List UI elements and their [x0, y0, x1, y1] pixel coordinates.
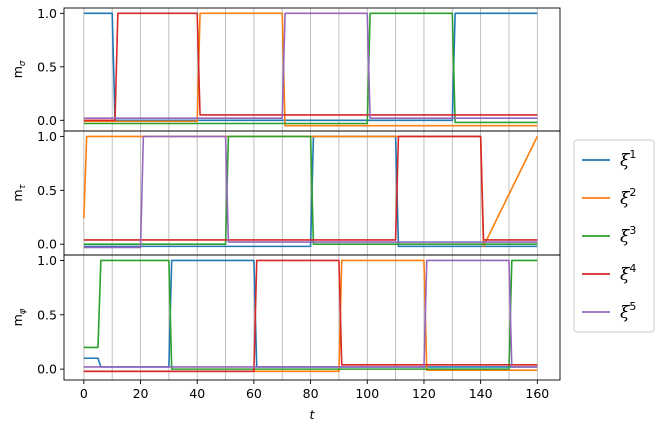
x-axis-label: t [310, 407, 316, 422]
series-line-xi5 [83, 12, 538, 119]
x-tick-label: 40 [189, 386, 205, 401]
legend-label: ξ5 [620, 300, 636, 323]
legend-label: ξ3 [620, 224, 636, 247]
legend-box [573, 139, 655, 333]
series-line-xi5 [83, 259, 538, 368]
y-axis-label: mφ [10, 308, 28, 326]
legend-label: ξ1 [620, 148, 636, 171]
legend-label: ξ2 [620, 186, 636, 209]
panel-frame [63, 7, 561, 132]
panel-frame [63, 254, 561, 381]
y-axis-label: mτ [10, 183, 28, 201]
y-tick-label: 0.5 [37, 183, 57, 198]
series-line-xi3 [83, 135, 538, 246]
panel-3: 0.0 0.5 1.0 mφ [10, 253, 561, 381]
legend-label: ξ4 [620, 262, 636, 285]
x-tick-label: 100 [355, 386, 379, 401]
x-tick-label: 80 [303, 386, 319, 401]
panel-1: 0.0 0.5 1.0 mσ [10, 6, 561, 132]
chart-panels: 0.0 0.5 1.0 mσ 0.0 0.5 1.0 mτ 0.0 0.5 1.0 mφ 0 20 40 60… [10, 6, 561, 401]
y-axis-label: mσ [10, 60, 28, 78]
series-line-xi4 [83, 12, 538, 122]
series-line-xi1 [83, 12, 538, 122]
series-line-xi4 [83, 259, 538, 373]
x-tick-label: 20 [133, 386, 149, 401]
x-tick-label: 140 [469, 386, 493, 401]
series-line-xi5 [83, 135, 538, 249]
series-line-xi3 [83, 12, 538, 125]
series-line-xi2 [83, 12, 538, 127]
y-tick-label: 0.5 [37, 59, 57, 74]
y-tick-label: 1.0 [37, 6, 57, 21]
series-line-xi3 [83, 259, 538, 370]
x-tick-label: 0 [80, 386, 88, 401]
legend: ξ1 ξ2 ξ3 ξ4 ξ5 [573, 139, 655, 333]
y-tick-label: 1.0 [37, 253, 57, 268]
series-line-xi2 [83, 259, 538, 373]
y-tick-label: 0.5 [37, 307, 57, 322]
x-tick-label: 120 [412, 386, 436, 401]
x-tick-label: 60 [246, 386, 262, 401]
y-tick-label: 0.0 [37, 237, 57, 252]
y-tick-label: 0.0 [37, 362, 57, 377]
y-tick-label: 0.0 [37, 113, 57, 128]
panel-2: 0.0 0.5 1.0 mτ [10, 129, 561, 256]
x-tick-label: 160 [525, 386, 549, 401]
series-line-xi4 [83, 135, 538, 241]
y-tick-label: 1.0 [37, 129, 57, 144]
x-axis: 0 20 40 60 80 100 120 140 160 [80, 380, 549, 401]
